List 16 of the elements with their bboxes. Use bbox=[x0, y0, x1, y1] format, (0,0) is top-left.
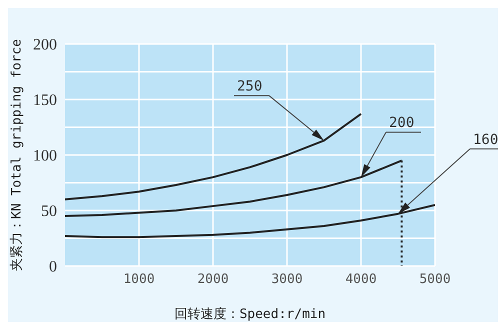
y-axis-title: 夹紧力：KN Total gripping force bbox=[10, 38, 25, 272]
y-tick-label: 100 bbox=[33, 148, 57, 165]
x-tick-label: 1000 bbox=[123, 272, 155, 288]
x-tick-label: 5000 bbox=[419, 272, 451, 288]
text: 250 bbox=[237, 78, 262, 95]
x-tick-label: 4000 bbox=[345, 272, 377, 288]
line-series bbox=[65, 112, 362, 200]
y-tick-label: 50 bbox=[41, 203, 57, 220]
y-tick-label: 200 bbox=[33, 36, 57, 54]
text: 160 bbox=[473, 132, 498, 148]
x-axis-title: 回转速度：Speed:r/min bbox=[174, 306, 326, 322]
text: 200 bbox=[389, 115, 414, 132]
y-tick-label: 150 bbox=[33, 92, 57, 110]
x-tick-label: 2000 bbox=[197, 272, 229, 288]
y-tick-label: 0 bbox=[49, 258, 57, 276]
x-tick-label: 3000 bbox=[271, 272, 303, 288]
